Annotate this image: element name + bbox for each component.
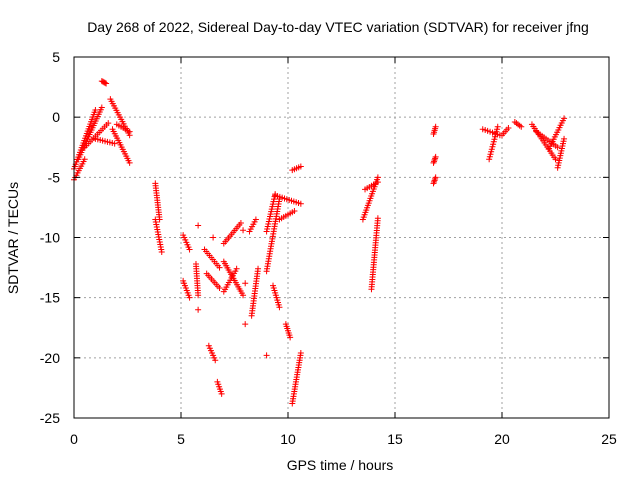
x-tick-label: 25 bbox=[601, 431, 617, 447]
y-tick-label: -15 bbox=[40, 290, 60, 306]
data-point bbox=[216, 285, 223, 292]
x-tick-label: 10 bbox=[280, 431, 296, 447]
data-point bbox=[291, 208, 298, 215]
data-points bbox=[71, 78, 568, 407]
axis-ticks: 0 5 10 15 20 25 -25 -20 -15 -10 -5 0 5 bbox=[40, 49, 617, 447]
data-point bbox=[297, 200, 304, 207]
data-point bbox=[240, 292, 247, 299]
x-tick-label: 5 bbox=[177, 431, 185, 447]
data-point bbox=[276, 304, 283, 311]
data-point bbox=[561, 115, 568, 122]
y-tick-label: -5 bbox=[48, 169, 61, 185]
data-point bbox=[374, 215, 381, 222]
data-point bbox=[81, 156, 88, 163]
data-point bbox=[210, 234, 217, 241]
data-point bbox=[554, 144, 561, 151]
data-point bbox=[102, 79, 109, 86]
data-point bbox=[186, 294, 193, 301]
x-tick-label: 20 bbox=[494, 431, 510, 447]
data-point bbox=[212, 357, 219, 364]
data-point bbox=[126, 128, 133, 135]
data-point bbox=[158, 248, 165, 255]
data-point bbox=[263, 352, 270, 359]
data-point bbox=[216, 264, 223, 271]
data-point bbox=[505, 124, 512, 131]
data-point bbox=[374, 179, 381, 186]
data-point bbox=[92, 106, 99, 113]
grid-lines bbox=[74, 57, 609, 418]
data-point bbox=[297, 350, 304, 357]
y-tick-label: -20 bbox=[40, 350, 60, 366]
data-point bbox=[432, 123, 439, 130]
x-tick-label: 15 bbox=[387, 431, 403, 447]
data-point bbox=[103, 80, 110, 87]
data-point bbox=[195, 306, 202, 313]
data-point bbox=[195, 222, 202, 229]
data-point bbox=[186, 246, 193, 253]
data-point bbox=[552, 156, 559, 163]
y-tick-label: -25 bbox=[40, 410, 60, 426]
data-point bbox=[252, 216, 259, 223]
data-point bbox=[237, 220, 244, 227]
data-point bbox=[98, 104, 105, 111]
data-point bbox=[242, 321, 249, 328]
y-tick-label: -10 bbox=[40, 230, 60, 246]
x-axis-label: GPS time / hours bbox=[287, 457, 394, 473]
x-tick-label: 0 bbox=[70, 431, 78, 447]
data-point bbox=[111, 140, 118, 147]
data-point bbox=[105, 120, 112, 127]
data-point bbox=[233, 265, 240, 272]
data-point bbox=[126, 159, 133, 166]
data-point bbox=[561, 135, 568, 142]
data-point bbox=[494, 123, 501, 130]
y-axis-label: SDTVAR / TECUs bbox=[5, 182, 21, 294]
data-point bbox=[255, 265, 262, 272]
y-tick-label: 0 bbox=[52, 109, 60, 125]
data-point bbox=[432, 174, 439, 181]
chart-title: Day 268 of 2022, Sidereal Day-to-day VTE… bbox=[87, 19, 589, 35]
data-point bbox=[218, 390, 225, 397]
data-point bbox=[518, 123, 525, 130]
data-point bbox=[242, 280, 249, 287]
data-point bbox=[432, 153, 439, 160]
data-point bbox=[240, 227, 247, 234]
data-point bbox=[297, 163, 304, 170]
y-tick-label: 5 bbox=[52, 49, 60, 65]
data-point bbox=[287, 334, 294, 341]
data-point bbox=[195, 292, 202, 299]
